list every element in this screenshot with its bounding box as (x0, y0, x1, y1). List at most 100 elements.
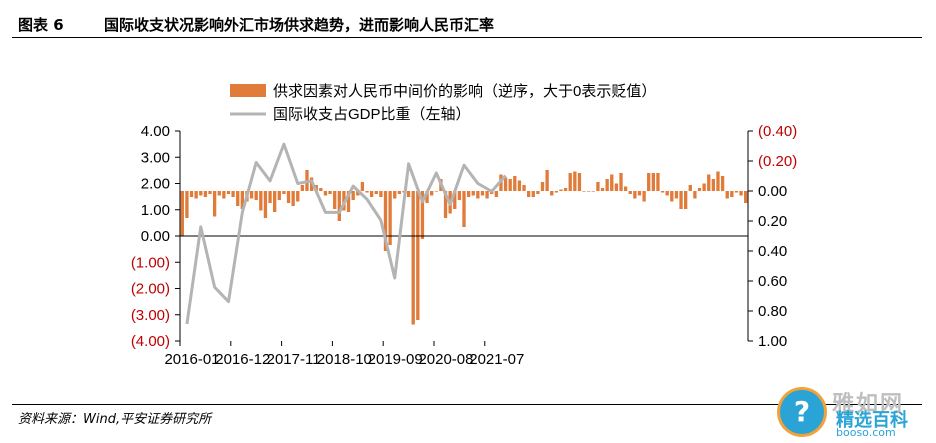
bar (563, 188, 568, 191)
bar (286, 191, 291, 203)
left-tick-label: 2.00 (141, 176, 170, 193)
right-tick-label: 0.20 (758, 213, 787, 230)
bar (582, 191, 586, 192)
bar (379, 191, 383, 197)
bar (282, 191, 286, 194)
bar (217, 191, 221, 196)
watermark-text-main: 精选百科 (836, 410, 908, 431)
bar (559, 189, 563, 191)
bar (568, 173, 572, 191)
source-note: 资料来源：Wind,平安证券研究所 (18, 412, 212, 427)
bar (536, 191, 540, 194)
legend-line-label: 国际收支占GDP比重（左轴） (273, 106, 471, 123)
bar (619, 173, 623, 191)
bar (707, 174, 711, 191)
bar (720, 176, 725, 191)
bar (587, 191, 591, 192)
bar (665, 191, 669, 196)
legend-bar-swatch (230, 84, 266, 97)
bar (730, 191, 734, 197)
bar (263, 191, 268, 218)
bar (471, 191, 475, 196)
left-tick-label: 1.00 (141, 202, 170, 219)
bar (457, 191, 462, 200)
bar (406, 191, 411, 197)
bar (633, 191, 637, 199)
right-tick-label: 0.60 (758, 273, 787, 290)
right-tick-label: (0.20) (758, 153, 797, 170)
bar (453, 191, 457, 209)
x-tick-label: 2018-10 (317, 351, 372, 368)
bar (522, 185, 526, 191)
bar (614, 183, 619, 191)
left-tick-label: (1.00) (131, 254, 170, 271)
bar (679, 191, 683, 209)
bar (656, 173, 660, 191)
bar (411, 191, 415, 325)
bar (734, 191, 739, 193)
bar (494, 191, 498, 197)
bar (397, 191, 402, 194)
bar (596, 182, 600, 191)
bar (231, 191, 235, 197)
watermark-text-top: 雅如网 (832, 392, 905, 417)
bar (628, 191, 632, 194)
left-tick-label: (4.00) (131, 333, 170, 350)
bar (425, 191, 429, 203)
footer-rule (12, 404, 922, 405)
bar (545, 170, 549, 191)
bar (319, 188, 323, 191)
left-axis: 4.00 3.00 2.00 1.00 0.00 (1.00) (2.00) (3.00) (4… (131, 123, 181, 350)
bar (716, 171, 720, 191)
bar (208, 191, 212, 194)
bar (180, 191, 184, 236)
bar (212, 191, 217, 217)
bar (333, 191, 337, 209)
x-tick-label: 2017-11 (267, 351, 321, 368)
left-tick-label: 4.00 (141, 123, 170, 140)
bar (416, 191, 420, 320)
right-axis: (0.40) (0.20) 0.00 0.20 0.40 0.60 0.80 1.00 (747, 123, 797, 350)
watermark: ? 雅如网 精选百科 booso.com (780, 384, 930, 439)
bar (480, 191, 485, 196)
bar (226, 191, 231, 194)
bar (374, 191, 378, 194)
bar (462, 191, 466, 227)
watermark-text-url: booso.com (836, 426, 896, 439)
bar (610, 174, 614, 191)
bar (259, 191, 263, 211)
bar (647, 173, 651, 191)
bar (291, 191, 295, 206)
bar (323, 191, 328, 196)
bar (236, 191, 240, 206)
bar (637, 191, 642, 196)
x-axis: 2016-012016-122017-112018-102019-092020-… (164, 341, 524, 368)
bar (573, 171, 577, 191)
right-tick-label: 0.40 (758, 243, 787, 260)
bar (369, 191, 374, 197)
bar (660, 191, 665, 193)
watermark-logo-icon: ? (780, 390, 824, 434)
bar (526, 191, 531, 197)
bar (254, 191, 258, 200)
bar (328, 191, 332, 194)
bar (508, 179, 512, 191)
bar (356, 191, 360, 196)
bar (337, 191, 341, 221)
bar (189, 191, 194, 197)
bar (430, 191, 434, 196)
bar (554, 191, 559, 193)
bar (346, 191, 351, 212)
bar (591, 191, 595, 192)
bar (605, 179, 609, 191)
bar (203, 191, 208, 197)
bar (744, 191, 748, 203)
left-tick-label: (2.00) (131, 281, 170, 298)
bar (550, 191, 554, 196)
bar (674, 191, 679, 199)
bar (531, 191, 535, 197)
bar (739, 191, 743, 196)
bar (651, 173, 655, 191)
bar-series (180, 170, 748, 325)
right-tick-label: 0.00 (758, 183, 787, 200)
